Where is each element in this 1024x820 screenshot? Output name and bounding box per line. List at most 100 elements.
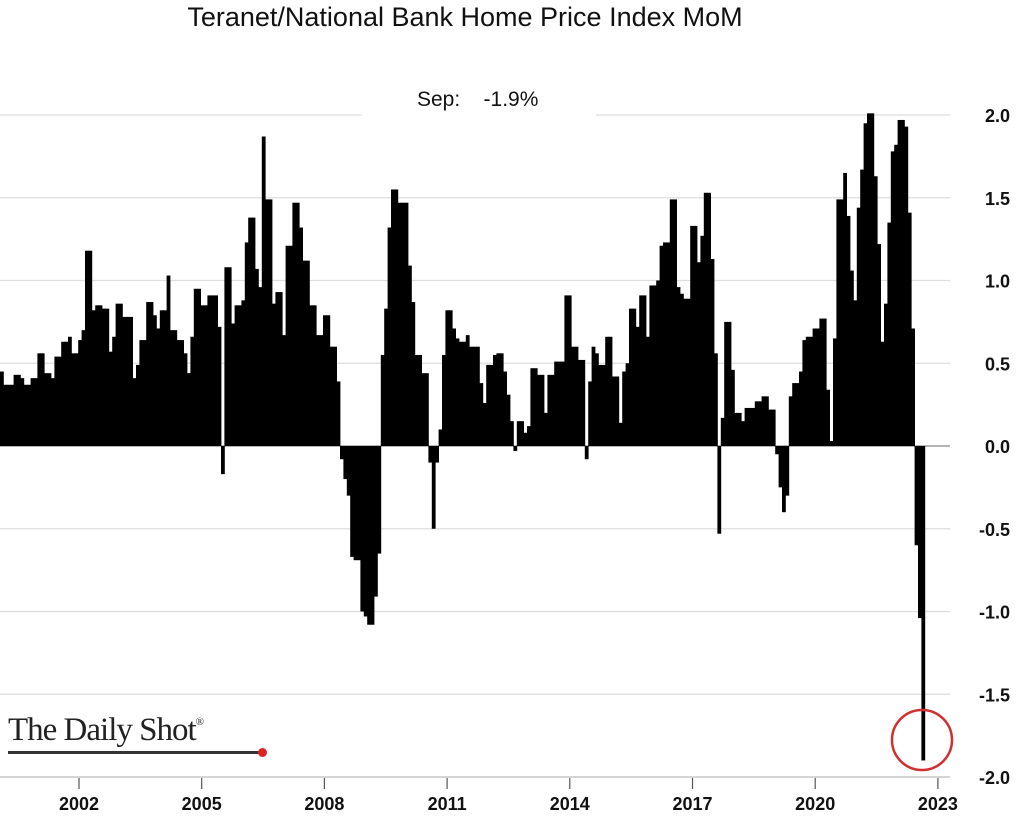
bar [285,245,290,446]
x-tick-label: 2002 [59,794,99,814]
bar [20,378,25,446]
bar [326,315,331,446]
bar [618,422,623,446]
latest-value-annotation: Sep: -1.9% [417,88,538,112]
bar [102,308,106,446]
bar [669,199,674,446]
bar [377,446,382,554]
bar [625,363,630,446]
bar [768,409,773,446]
bar [57,356,62,446]
bar [275,292,280,446]
bar [404,202,409,446]
bar [880,341,885,446]
bar [754,401,759,446]
bar [564,295,569,446]
bar [649,285,654,446]
bar [387,227,392,446]
bar [333,346,337,446]
bar [40,353,45,446]
bar [513,446,518,451]
bar [724,321,728,446]
bar [336,381,341,446]
bar [61,341,65,446]
bar [139,340,144,446]
bar [731,369,735,446]
bar [108,351,113,446]
bar [914,446,919,546]
bar [496,353,501,446]
bar [489,364,494,446]
bar [44,373,48,446]
bar [741,421,745,446]
bar [54,356,59,446]
bar [244,242,249,446]
bar [918,446,922,619]
bar [717,446,722,534]
bar [459,341,463,446]
bar [115,303,120,446]
bar [680,293,684,446]
bar [676,287,681,446]
bar [802,340,807,446]
bar [306,260,310,446]
bar [397,202,402,446]
bar [401,202,405,446]
bar [74,353,79,446]
bar [428,446,433,463]
bar [81,330,86,446]
bar [98,305,103,446]
bar [785,446,790,496]
bar [707,192,711,446]
bar [833,338,837,446]
bar [829,441,834,446]
bar [292,202,297,446]
bar [214,295,218,446]
bar [251,217,256,446]
y-tick-label: 1.0 [985,272,1010,292]
bar [6,384,11,446]
y-tick-label: -2.0 [979,768,1010,788]
bar [163,310,167,446]
bar [3,384,8,446]
bar [714,353,718,446]
bar [51,378,55,446]
bar [765,396,769,446]
bar [635,326,640,446]
bar [584,446,589,460]
bar [122,316,127,446]
bar [180,340,184,446]
bar [748,407,752,446]
bar [710,258,715,446]
annotation-value: -1.9% [483,88,539,111]
y-tick-label: 1.5 [985,189,1010,209]
bar [112,336,116,446]
bar [312,305,317,446]
bar [901,119,905,446]
bar [448,310,453,446]
bar [153,315,157,446]
bar [646,336,650,446]
bar [843,172,847,447]
chart-title: Teranet/National Bank Home Price Index M… [187,2,743,32]
bar [350,446,354,557]
bar [809,336,813,446]
bar [455,338,460,446]
bar [170,330,174,446]
bar [652,285,657,446]
bar [411,302,416,446]
bar [659,245,664,446]
bar [571,346,575,446]
bar [13,374,18,446]
bar [173,330,178,446]
logo-underline [8,751,263,754]
x-tick-label: 2011 [428,794,467,814]
bar [632,308,637,446]
bar [523,432,528,446]
bar [323,315,327,446]
bar [159,310,164,446]
bar [0,371,4,446]
bar [591,346,596,446]
bar [125,316,130,446]
bar [503,371,507,446]
